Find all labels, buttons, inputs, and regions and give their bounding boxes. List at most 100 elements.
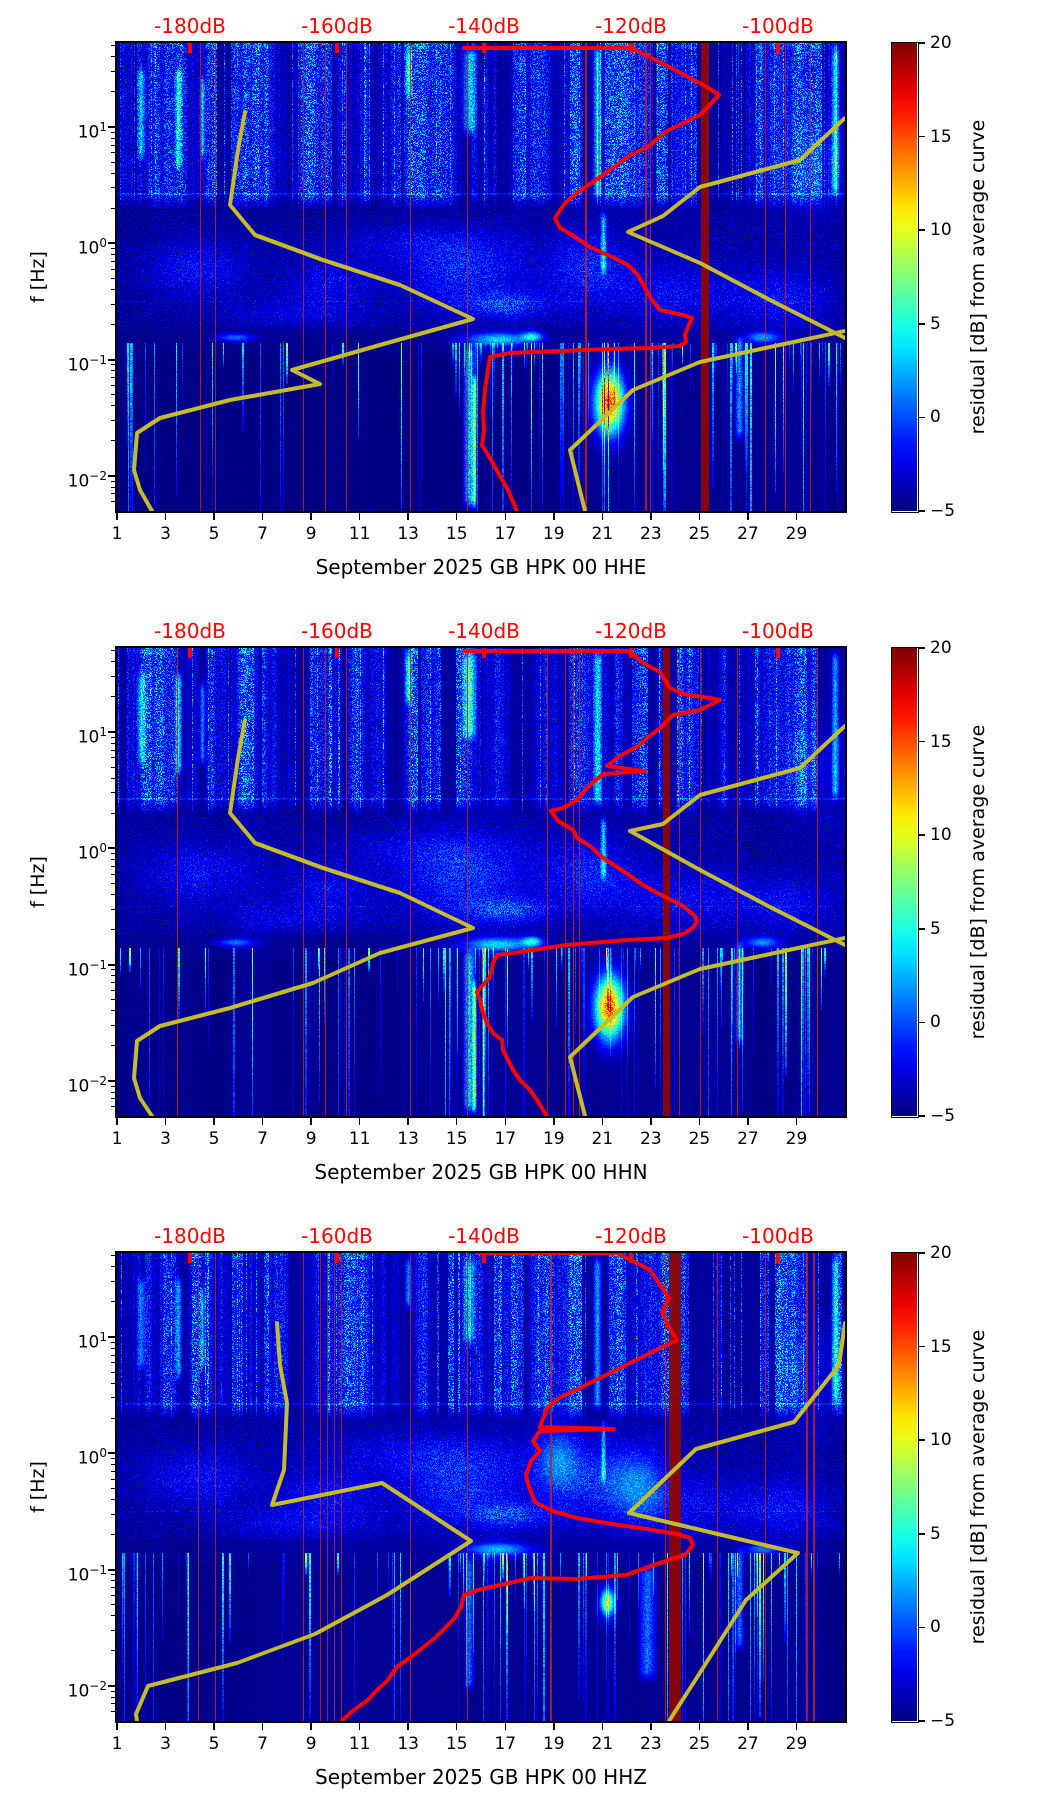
y-tick xyxy=(108,964,115,966)
y-minor-tick xyxy=(111,394,115,396)
y-minor-tick xyxy=(111,859,115,861)
y-axis-label: f [Hz] xyxy=(27,856,49,908)
y-minor-tick xyxy=(111,207,115,209)
top-axis-db-label: -120dB xyxy=(595,619,667,643)
y-minor-tick xyxy=(111,384,115,386)
y-minor-tick xyxy=(111,377,115,379)
x-tick xyxy=(698,1723,701,1730)
y-tick-label: 10−2 xyxy=(67,469,107,492)
y-minor-tick xyxy=(111,324,115,326)
top-axis-db-label: -140dB xyxy=(448,14,520,38)
x-tick-label: 19 xyxy=(542,1129,565,1149)
y-minor-tick xyxy=(111,1534,115,1536)
x-tick xyxy=(601,513,604,520)
top-axis-db-label: -180dB xyxy=(154,14,226,38)
colorbar-tick xyxy=(918,1720,925,1722)
y-minor-tick xyxy=(111,71,115,72)
y-minor-tick xyxy=(111,152,115,154)
x-tick xyxy=(407,1723,409,1730)
x-tick-label: 11 xyxy=(348,1129,371,1149)
x-tick xyxy=(504,513,507,520)
y-tick-label: 101 xyxy=(77,1330,107,1353)
x-tick-label: 21 xyxy=(591,524,614,544)
colorbar-tick-label: 0 xyxy=(930,1617,941,1638)
y-minor-tick xyxy=(111,91,115,93)
colorbar-tick-label: 5 xyxy=(930,1523,941,1544)
x-tick-label: 27 xyxy=(737,524,759,544)
y-axis-label: f [Hz] xyxy=(27,1461,49,1513)
y-minor-tick xyxy=(111,1587,115,1589)
y-minor-tick xyxy=(111,1499,115,1501)
y-minor-tick xyxy=(111,865,115,867)
x-tick-label: 23 xyxy=(640,524,662,544)
x-tick-label: 17 xyxy=(494,524,517,544)
x-tick xyxy=(261,513,264,520)
y-minor-tick xyxy=(111,1106,115,1108)
y-minor-tick xyxy=(111,757,115,759)
x-tick xyxy=(358,1723,361,1730)
y-tick-label: 101 xyxy=(77,120,107,143)
y-minor-tick xyxy=(111,303,115,305)
top-axis-db-label: -100dB xyxy=(742,14,814,38)
spectrogram-canvas-hhn xyxy=(117,648,845,1116)
y-minor-tick xyxy=(111,131,115,133)
y-minor-tick xyxy=(111,187,115,189)
y-minor-tick xyxy=(111,440,115,442)
top-axis-db-label: -160dB xyxy=(301,14,373,38)
colorbar-gradient xyxy=(892,648,917,1116)
x-tick-label: 9 xyxy=(305,1734,317,1754)
x-tick xyxy=(601,1723,604,1730)
colorbar-tick xyxy=(918,1345,925,1348)
y-minor-tick xyxy=(111,364,115,366)
y-minor-tick xyxy=(111,1397,115,1399)
top-axis-db-label: -180dB xyxy=(154,1224,226,1248)
y-minor-tick xyxy=(111,137,115,139)
x-tick-label: 5 xyxy=(208,524,220,544)
y-minor-tick xyxy=(111,1703,115,1705)
y-minor-tick xyxy=(111,1478,115,1480)
x-tick xyxy=(455,513,458,520)
y-minor-tick xyxy=(111,1513,115,1515)
x-tick xyxy=(455,1118,458,1125)
y-minor-tick xyxy=(111,1091,115,1093)
y-minor-tick xyxy=(111,1574,115,1576)
x-tick-label: 3 xyxy=(160,524,171,544)
x-tick-label: 11 xyxy=(348,524,371,544)
x-tick-label: 1 xyxy=(111,1129,123,1149)
y-tick xyxy=(108,359,115,361)
colorbar-tick-label: −5 xyxy=(930,501,956,521)
y-minor-tick xyxy=(111,161,115,163)
colorbar-tick-label: 10 xyxy=(930,825,952,846)
y-minor-tick xyxy=(111,1024,115,1026)
x-tick xyxy=(795,1723,798,1730)
x-tick xyxy=(116,1723,118,1730)
y-tick-label: 10−2 xyxy=(67,1679,107,1702)
colorbar-tick xyxy=(918,1626,925,1629)
colorbar-tick-label: 10 xyxy=(930,220,952,241)
x-tick-label: 13 xyxy=(397,1129,419,1149)
colorbar-tick-label: −5 xyxy=(930,1106,956,1126)
x-tick-label: 29 xyxy=(785,1129,808,1149)
y-minor-tick xyxy=(111,882,115,884)
colorbar-tick-label: 20 xyxy=(930,33,952,53)
x-tick xyxy=(164,513,167,520)
y-minor-tick xyxy=(111,749,115,751)
y-minor-tick xyxy=(111,661,115,663)
y-minor-tick xyxy=(111,777,115,779)
colorbar-tick-label: 0 xyxy=(930,1012,941,1033)
colorbar-tick xyxy=(918,740,925,743)
y-minor-tick xyxy=(111,792,115,794)
x-tick-label: 27 xyxy=(737,1734,759,1754)
spectrogram-canvas-hhz xyxy=(117,1253,845,1721)
x-tick-label: 25 xyxy=(688,1129,711,1149)
y-axis-label: f [Hz] xyxy=(27,251,49,303)
colorbar-tick xyxy=(918,1439,925,1441)
y-minor-tick xyxy=(111,1382,115,1384)
top-axis-db-label: -140dB xyxy=(448,619,520,643)
y-tick-label: 101 xyxy=(77,725,107,748)
y-minor-tick xyxy=(111,144,115,146)
x-tick-label: 11 xyxy=(348,1734,371,1754)
x-tick xyxy=(455,1723,458,1730)
top-axis-db-label: -120dB xyxy=(595,14,667,38)
y-minor-tick xyxy=(111,1255,115,1257)
